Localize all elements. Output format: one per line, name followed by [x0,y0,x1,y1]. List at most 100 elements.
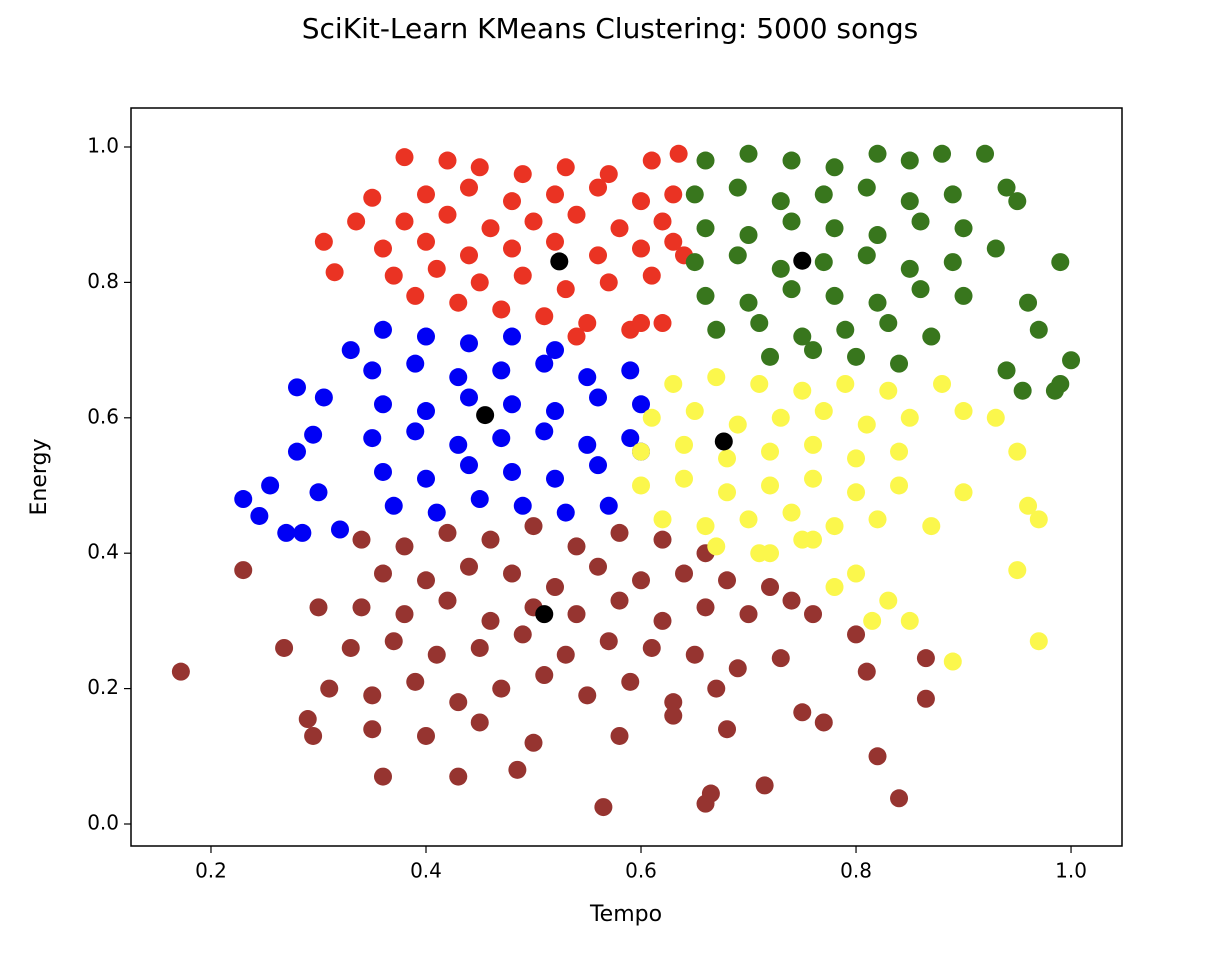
scatter-point [416,327,435,346]
scatter-point [642,266,661,285]
scatter-point [728,178,747,197]
scatter-point [857,178,876,197]
scatter-point [524,517,543,536]
scatter-point [550,252,569,271]
scatter-point [556,158,575,177]
scatter-point [986,239,1005,258]
scatter-point [1029,632,1048,651]
scatter-point [535,605,554,624]
scatter-point [847,564,866,583]
scatter-point [1029,320,1048,339]
scatter-point [922,327,941,346]
scatter-point [492,300,511,319]
scatter-point [739,510,758,529]
scatter-point [997,178,1016,197]
scatter-point [976,144,995,163]
scatter-point [814,402,833,421]
scatter-point [632,442,651,461]
scatter-point [363,720,382,739]
scatter-point [653,510,672,529]
scatter-point [632,395,651,414]
scatter-point [1051,253,1070,272]
scatter-point [416,726,435,745]
scatter-point [610,726,629,745]
scatter-point [836,374,855,393]
scatter-point [900,408,919,427]
scatter-point [492,679,511,698]
y-tick-label: 0.0 [87,810,119,834]
scatter-point [911,280,930,299]
scatter-point [352,530,371,549]
scatter-point [943,652,962,671]
scatter-point [508,760,527,779]
scatter-point [804,435,823,454]
scatter-point [718,720,737,739]
scatter-point [879,381,898,400]
scatter-point [416,469,435,488]
scatter-point [513,165,532,184]
scatter-point [567,537,586,556]
scatter-point [599,632,618,651]
scatter-point [804,605,823,624]
scatter-point [718,483,737,502]
scatter-point [793,251,812,270]
scatter-point [825,158,844,177]
scatter-point [632,476,651,495]
y-tick-label: 0.2 [87,675,119,699]
scatter-point [664,706,683,725]
scatter-point [1029,510,1048,529]
scatter-point [847,625,866,644]
scatter-point [632,239,651,258]
scatter-point [384,632,403,651]
scatter-point [234,561,253,580]
scatter-point [406,286,425,305]
scatter-point [857,246,876,265]
scatter-point [755,776,774,795]
scatter-point [610,219,629,238]
scatter-point [696,151,715,170]
scatter-point [427,259,446,278]
scatter-point [293,523,312,542]
scatter-point [857,415,876,434]
scatter-point [589,388,608,407]
scatter-point [384,266,403,285]
plot-area [171,144,1081,817]
scatter-point [567,205,586,224]
scatter-point [481,219,500,238]
scatter-point [868,747,887,766]
scatter-point [460,388,479,407]
scatter-point [470,713,489,732]
scatter-point [373,564,392,583]
scatter-point [890,476,909,495]
scatter-point [567,327,586,346]
scatter-point [513,625,532,644]
scatter-point [567,605,586,624]
scatter-point [664,185,683,204]
y-tick-label: 1.0 [87,133,119,157]
scatter-point [309,598,328,617]
scatter-point [481,530,500,549]
scatter-point [384,496,403,515]
scatter-point [416,571,435,590]
scatter-point [986,408,1005,427]
scatter-point [470,273,489,292]
scatter-point [804,341,823,360]
scatter-point [524,733,543,752]
scatter-point [825,578,844,597]
scatter-point [782,280,801,299]
scatter-point [997,361,1016,380]
scatter-point [718,449,737,468]
scatter-point [642,638,661,657]
scatter-point [304,726,323,745]
scatter-point [416,185,435,204]
scatter-point [513,496,532,515]
scatter-point [664,693,683,712]
scatter-point [900,611,919,630]
scatter-point [1008,192,1027,211]
scatter-point [922,517,941,536]
scatter-point [589,557,608,576]
scatter-point [546,469,565,488]
scatter-point [546,341,565,360]
scatter-point [416,232,435,251]
scatter-point [1019,293,1038,312]
